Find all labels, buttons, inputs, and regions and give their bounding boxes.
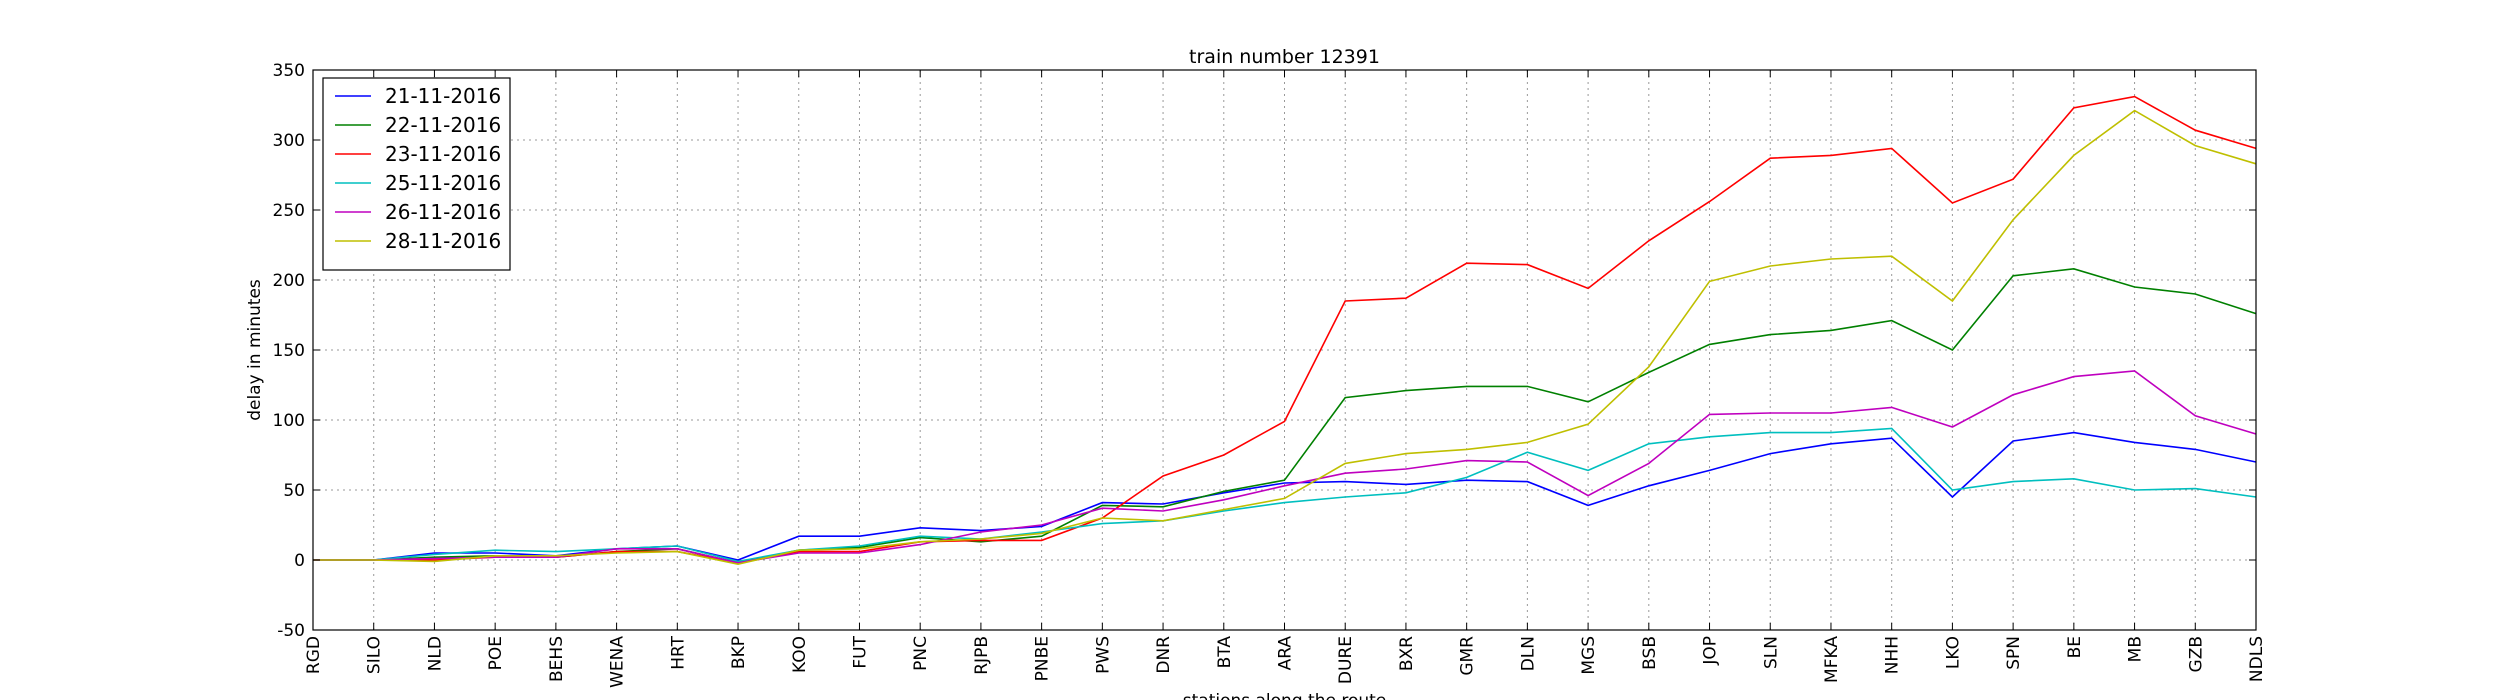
series-line-23-11-2016 xyxy=(313,95,2257,564)
x-tick-label: BEHS xyxy=(547,636,567,682)
legend: 21-11-2016 22-11-2016 23-11-2016 25-11-2016… xyxy=(322,77,511,271)
x-tick-label: SILO xyxy=(365,636,385,674)
y-tick-label: 300 xyxy=(273,131,305,151)
x-axis-ticks: RGD SILO NLD POE BEHS WENA HRT BKP KOO FUT PNC RJPB… xyxy=(304,70,2267,688)
x-tick-label: MGS xyxy=(1579,636,1599,675)
x-tick-label: POE xyxy=(486,636,506,670)
y-tick-label: 250 xyxy=(273,201,305,221)
y-tick-label: 350 xyxy=(273,61,305,81)
x-tick-label: LKO xyxy=(1943,636,1963,669)
y-axis-ticks: -50 0 50 100 150 200 250 300 350 xyxy=(273,61,2256,641)
legend-label: 26-11-2016 xyxy=(385,200,501,224)
series-line-22-11-2016 xyxy=(313,267,2257,564)
legend-label: 28-11-2016 xyxy=(385,229,501,253)
legend-box xyxy=(322,77,511,271)
legend-label: 22-11-2016 xyxy=(385,113,501,137)
x-tick-label: BE xyxy=(2065,636,2085,658)
x-tick-label: RJPB xyxy=(972,636,992,675)
x-tick-label: FUT xyxy=(850,635,870,668)
x-tick-label: BSB xyxy=(1640,636,1660,670)
x-axis-label: stations along the route xyxy=(1183,691,1387,700)
x-tick-label: BXR xyxy=(1397,636,1417,671)
chart-title: train number 12391 xyxy=(1189,46,1380,68)
x-tick-label: HRT xyxy=(668,635,688,669)
x-tick-label: JOP xyxy=(1701,636,1721,666)
x-tick-label: NLD xyxy=(425,636,445,671)
legend-label: 21-11-2016 xyxy=(385,84,501,108)
x-tick-label: PNBE xyxy=(1033,636,1053,681)
x-tick-label: DURE xyxy=(1336,636,1356,684)
y-tick-label: 100 xyxy=(273,411,305,431)
x-tick-label: RGD xyxy=(304,636,324,674)
x-tick-label: NHH xyxy=(1883,636,1903,674)
x-tick-label: KOO xyxy=(790,636,810,673)
y-tick-label: 200 xyxy=(273,271,305,291)
grid xyxy=(313,70,2256,630)
y-tick-label: 0 xyxy=(294,551,305,571)
y-axis-label: delay in minutes xyxy=(245,279,265,421)
x-tick-label: PWS xyxy=(1093,636,1113,674)
x-tick-label: PNC xyxy=(911,636,931,671)
y-tick-label: 150 xyxy=(273,341,305,361)
x-tick-label: SLN xyxy=(1761,636,1781,669)
x-tick-label: GZB xyxy=(2186,636,2206,672)
legend-label: 23-11-2016 xyxy=(385,142,501,166)
x-tick-label: NDLS xyxy=(2247,636,2267,682)
x-tick-label: MB xyxy=(2126,636,2146,662)
x-tick-label: DLN xyxy=(1518,636,1538,671)
x-tick-label: MFKA xyxy=(1822,636,1842,683)
x-tick-label: WENA xyxy=(608,636,628,688)
series-line-26-11-2016 xyxy=(313,370,2257,564)
x-tick-label: DNR xyxy=(1154,636,1174,674)
y-tick-label: -50 xyxy=(277,621,305,641)
series-line-25-11-2016 xyxy=(313,427,2257,563)
x-tick-label: ARA xyxy=(1276,636,1296,671)
legend-label: 25-11-2016 xyxy=(385,171,501,195)
x-tick-label: BTA xyxy=(1215,636,1235,669)
x-tick-label: SPN xyxy=(2004,636,2024,670)
y-tick-label: 50 xyxy=(283,481,305,501)
x-tick-label: GMR xyxy=(1458,636,1478,676)
series-line-28-11-2016 xyxy=(313,109,2257,566)
x-tick-label: BKP xyxy=(729,636,749,669)
series-lines xyxy=(313,95,2257,566)
